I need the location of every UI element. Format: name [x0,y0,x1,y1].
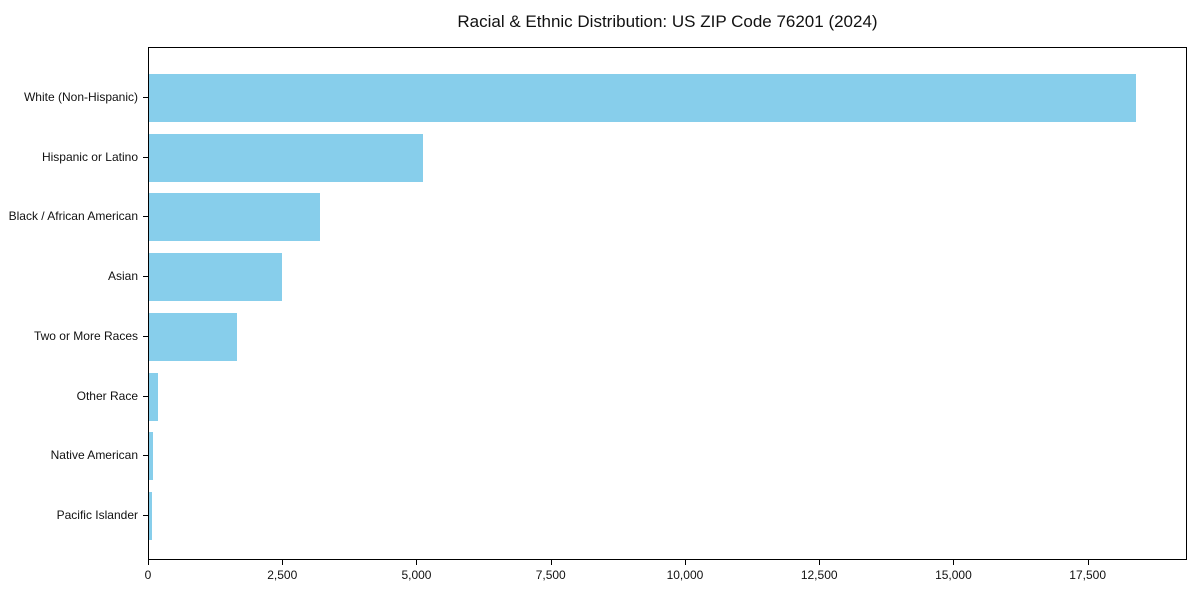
y-tick-mark [143,276,148,278]
bar-hispanic-or-latino [149,133,423,182]
y-tick-mark [143,514,148,516]
x-tick-mark [416,560,418,565]
bar-black-african-american [149,193,320,242]
y-tick-label: Native American [50,448,138,463]
x-tick-label: 5,000 [401,568,432,582]
y-tick-label: Other Race [76,388,138,403]
y-tick-mark [143,156,148,158]
x-tick-mark [282,560,284,565]
bar-asian [149,253,283,302]
x-tick-label: 10,000 [666,568,704,582]
plot-area [148,47,1187,560]
x-tick-mark [1087,560,1089,565]
bar-white-non-hispanic [149,74,1136,122]
x-tick-label: 2,500 [267,568,298,582]
y-tick-label: White (Non-Hispanic) [23,90,138,104]
x-tick-label: 15,000 [935,568,972,582]
bar-pacific-islander [149,491,152,540]
x-tick-mark [819,560,821,565]
bar-other-race [149,372,159,421]
y-tick-mark [143,335,148,337]
x-tick-mark [148,560,149,565]
bar-two-or-more-races [149,312,238,361]
x-tick-label: 12,500 [800,568,838,582]
y-tick-mark [143,97,148,98]
x-tick-mark [953,560,955,565]
y-tick-mark [143,216,148,218]
x-tick-label: 17,500 [1069,568,1107,582]
x-tick-label: 0 [144,568,152,582]
x-tick-mark [684,560,686,565]
x-tick-label: 7,500 [535,568,566,582]
y-tick-mark [143,395,148,397]
y-tick-mark [143,455,148,457]
x-tick-mark [550,560,552,565]
y-tick-label: Pacific Islander [56,507,138,522]
bar-native-american [149,432,153,481]
y-tick-label: Two or More Races [33,328,138,343]
y-tick-label: Hispanic or Latino [41,149,138,164]
y-tick-label: Black / African American [8,209,138,224]
y-tick-label: Asian [107,269,138,284]
chart-title: Racial & Ethnic Distribution: US ZIP Cod… [457,12,878,31]
